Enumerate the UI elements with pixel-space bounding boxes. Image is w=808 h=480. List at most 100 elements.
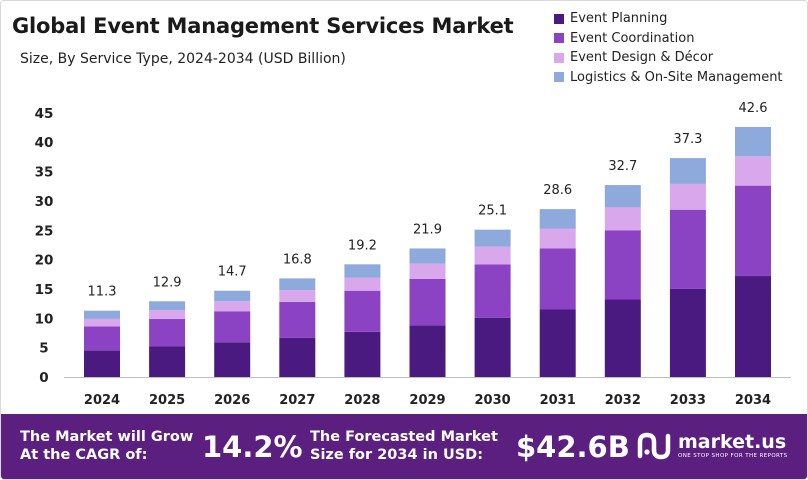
bar-total-label: 21.9 [413,222,442,237]
bar-total-label: 25.1 [478,204,507,219]
legend-swatch [554,33,564,44]
bar-segment-event-coordination [669,209,706,289]
brand-logo: market.us ONE STOP SHOP FOR THE REPORTS [637,430,788,462]
bar-segment-event-planning [344,331,381,377]
x-tick-label: 2032 [605,393,641,408]
bar-segment-event-design-d-cor [149,310,186,319]
bar-total-label: 16.8 [283,252,312,267]
bar-segment-logistics-on-site-management [214,290,251,302]
bar-segment-event-design-d-cor [409,263,446,279]
bar-total-label: 37.3 [673,132,702,147]
brand-name: market.us [678,431,787,453]
y-tick-label: 25 [35,223,54,239]
market-us-logo-icon [637,432,671,460]
bar-segment-event-design-d-cor [279,290,316,302]
legend-item: Event Planning [554,9,783,29]
y-tick-label: 40 [35,135,54,151]
x-tick-label: 2029 [409,393,445,408]
legend-swatch [554,72,564,83]
cagr-label: The Market will Grow At the CAGR of: [20,428,193,464]
bar-segment-event-coordination [735,185,771,277]
stacked-bar-chart: 05101520253035404511.3202412.9202514.720… [35,101,791,408]
x-tick-label: 2031 [540,393,576,408]
bar-segment-event-coordination [84,326,120,351]
bar-total-label: 12.9 [153,275,182,290]
y-tick-label: 20 [35,253,54,269]
legend-label: Event Planning [570,11,668,27]
y-tick-label: 35 [35,165,54,181]
bar-segment-event-planning [735,276,771,377]
legend-swatch [554,13,564,24]
y-tick-label: 45 [35,106,54,122]
legend-item: Logistics & On-Site Management [554,68,783,88]
bar-segment-event-design-d-cor [604,207,641,231]
bar-segment-event-planning [474,317,511,377]
bar-segment-event-planning [214,342,251,377]
bar-segment-event-coordination [214,311,251,343]
legend-item: Event Coordination [554,29,783,49]
cagr-label-line2: At the CAGR of: [20,447,148,463]
bar-segment-logistics-on-site-management [409,248,446,264]
bar-total-label: 11.3 [88,285,117,300]
bar-segment-logistics-on-site-management [84,310,120,319]
bar-total-label: 14.7 [218,265,247,280]
footer-banner: The Market will Grow At the CAGR of: 14.… [1,414,807,479]
bar-segment-event-planning [409,325,446,377]
legend-swatch [554,52,564,63]
bar-segment-logistics-on-site-management [474,229,511,247]
y-tick-label: 5 [39,341,48,357]
cagr-value: 14.2% [202,430,303,464]
bar-segment-logistics-on-site-management [669,158,706,184]
bar-segment-event-design-d-cor [344,277,381,291]
forecast-label-line2: Size for 2034 in USD: [310,447,484,463]
bar-total-label: 19.2 [348,238,377,253]
y-tick-label: 30 [35,194,54,210]
legend-label: Event Coordination [570,30,695,46]
chart-title: Global Event Management Services Market [12,14,514,38]
bar-segment-event-planning [84,350,120,377]
x-tick-label: 2034 [735,393,771,408]
bar-segment-event-design-d-cor [214,301,251,312]
bar-segment-event-planning [279,337,316,377]
cagr-label-line1: The Market will Grow [20,429,194,445]
bar-segment-event-coordination [604,230,641,300]
legend-label: Logistics & On-Site Management [570,69,783,85]
bar-segment-event-coordination [474,264,511,318]
forecast-label-line1: The Forecasted Market [310,429,498,445]
bar-total-label: 32.7 [608,159,637,174]
bar-segment-event-coordination [344,290,381,332]
bar-segment-logistics-on-site-management [604,185,641,208]
bar-segment-event-planning [149,346,186,377]
bar-segment-event-design-d-cor [669,183,706,210]
bar-segment-event-coordination [149,318,186,347]
bar-segment-event-design-d-cor [474,246,511,265]
x-tick-label: 2033 [670,393,706,408]
x-tick-label: 2028 [344,393,380,408]
bar-segment-event-planning [669,288,706,377]
legend-label: Event Design & Décor [570,50,714,66]
x-tick-label: 2026 [214,393,250,408]
x-tick-label: 2025 [149,393,185,408]
bar-segment-event-design-d-cor [539,228,576,249]
legend-item: Event Design & Décor [554,48,783,68]
bar-segment-event-design-d-cor [84,318,120,327]
y-tick-label: 15 [35,282,54,298]
x-tick-label: 2027 [279,393,315,408]
x-tick-label: 2024 [84,393,120,408]
brand-tagline: ONE STOP SHOP FOR THE REPORTS [678,453,788,459]
forecast-value: $42.6B [516,430,630,464]
bar-segment-logistics-on-site-management [539,209,576,229]
bar-segment-logistics-on-site-management [149,301,186,311]
forecast-label: The Forecasted Market Size for 2034 in U… [310,428,498,464]
y-tick-label: 0 [39,370,48,386]
bar-segment-logistics-on-site-management [344,264,381,278]
y-tick-label: 10 [35,311,54,327]
bar-segment-event-coordination [539,248,576,310]
bar-segment-event-design-d-cor [735,156,771,186]
bar-segment-event-planning [604,299,641,377]
bar-total-label: 42.6 [739,101,768,116]
bar-total-label: 28.6 [543,183,572,198]
bar-segment-logistics-on-site-management [735,126,771,157]
bar-segment-event-coordination [409,278,446,326]
